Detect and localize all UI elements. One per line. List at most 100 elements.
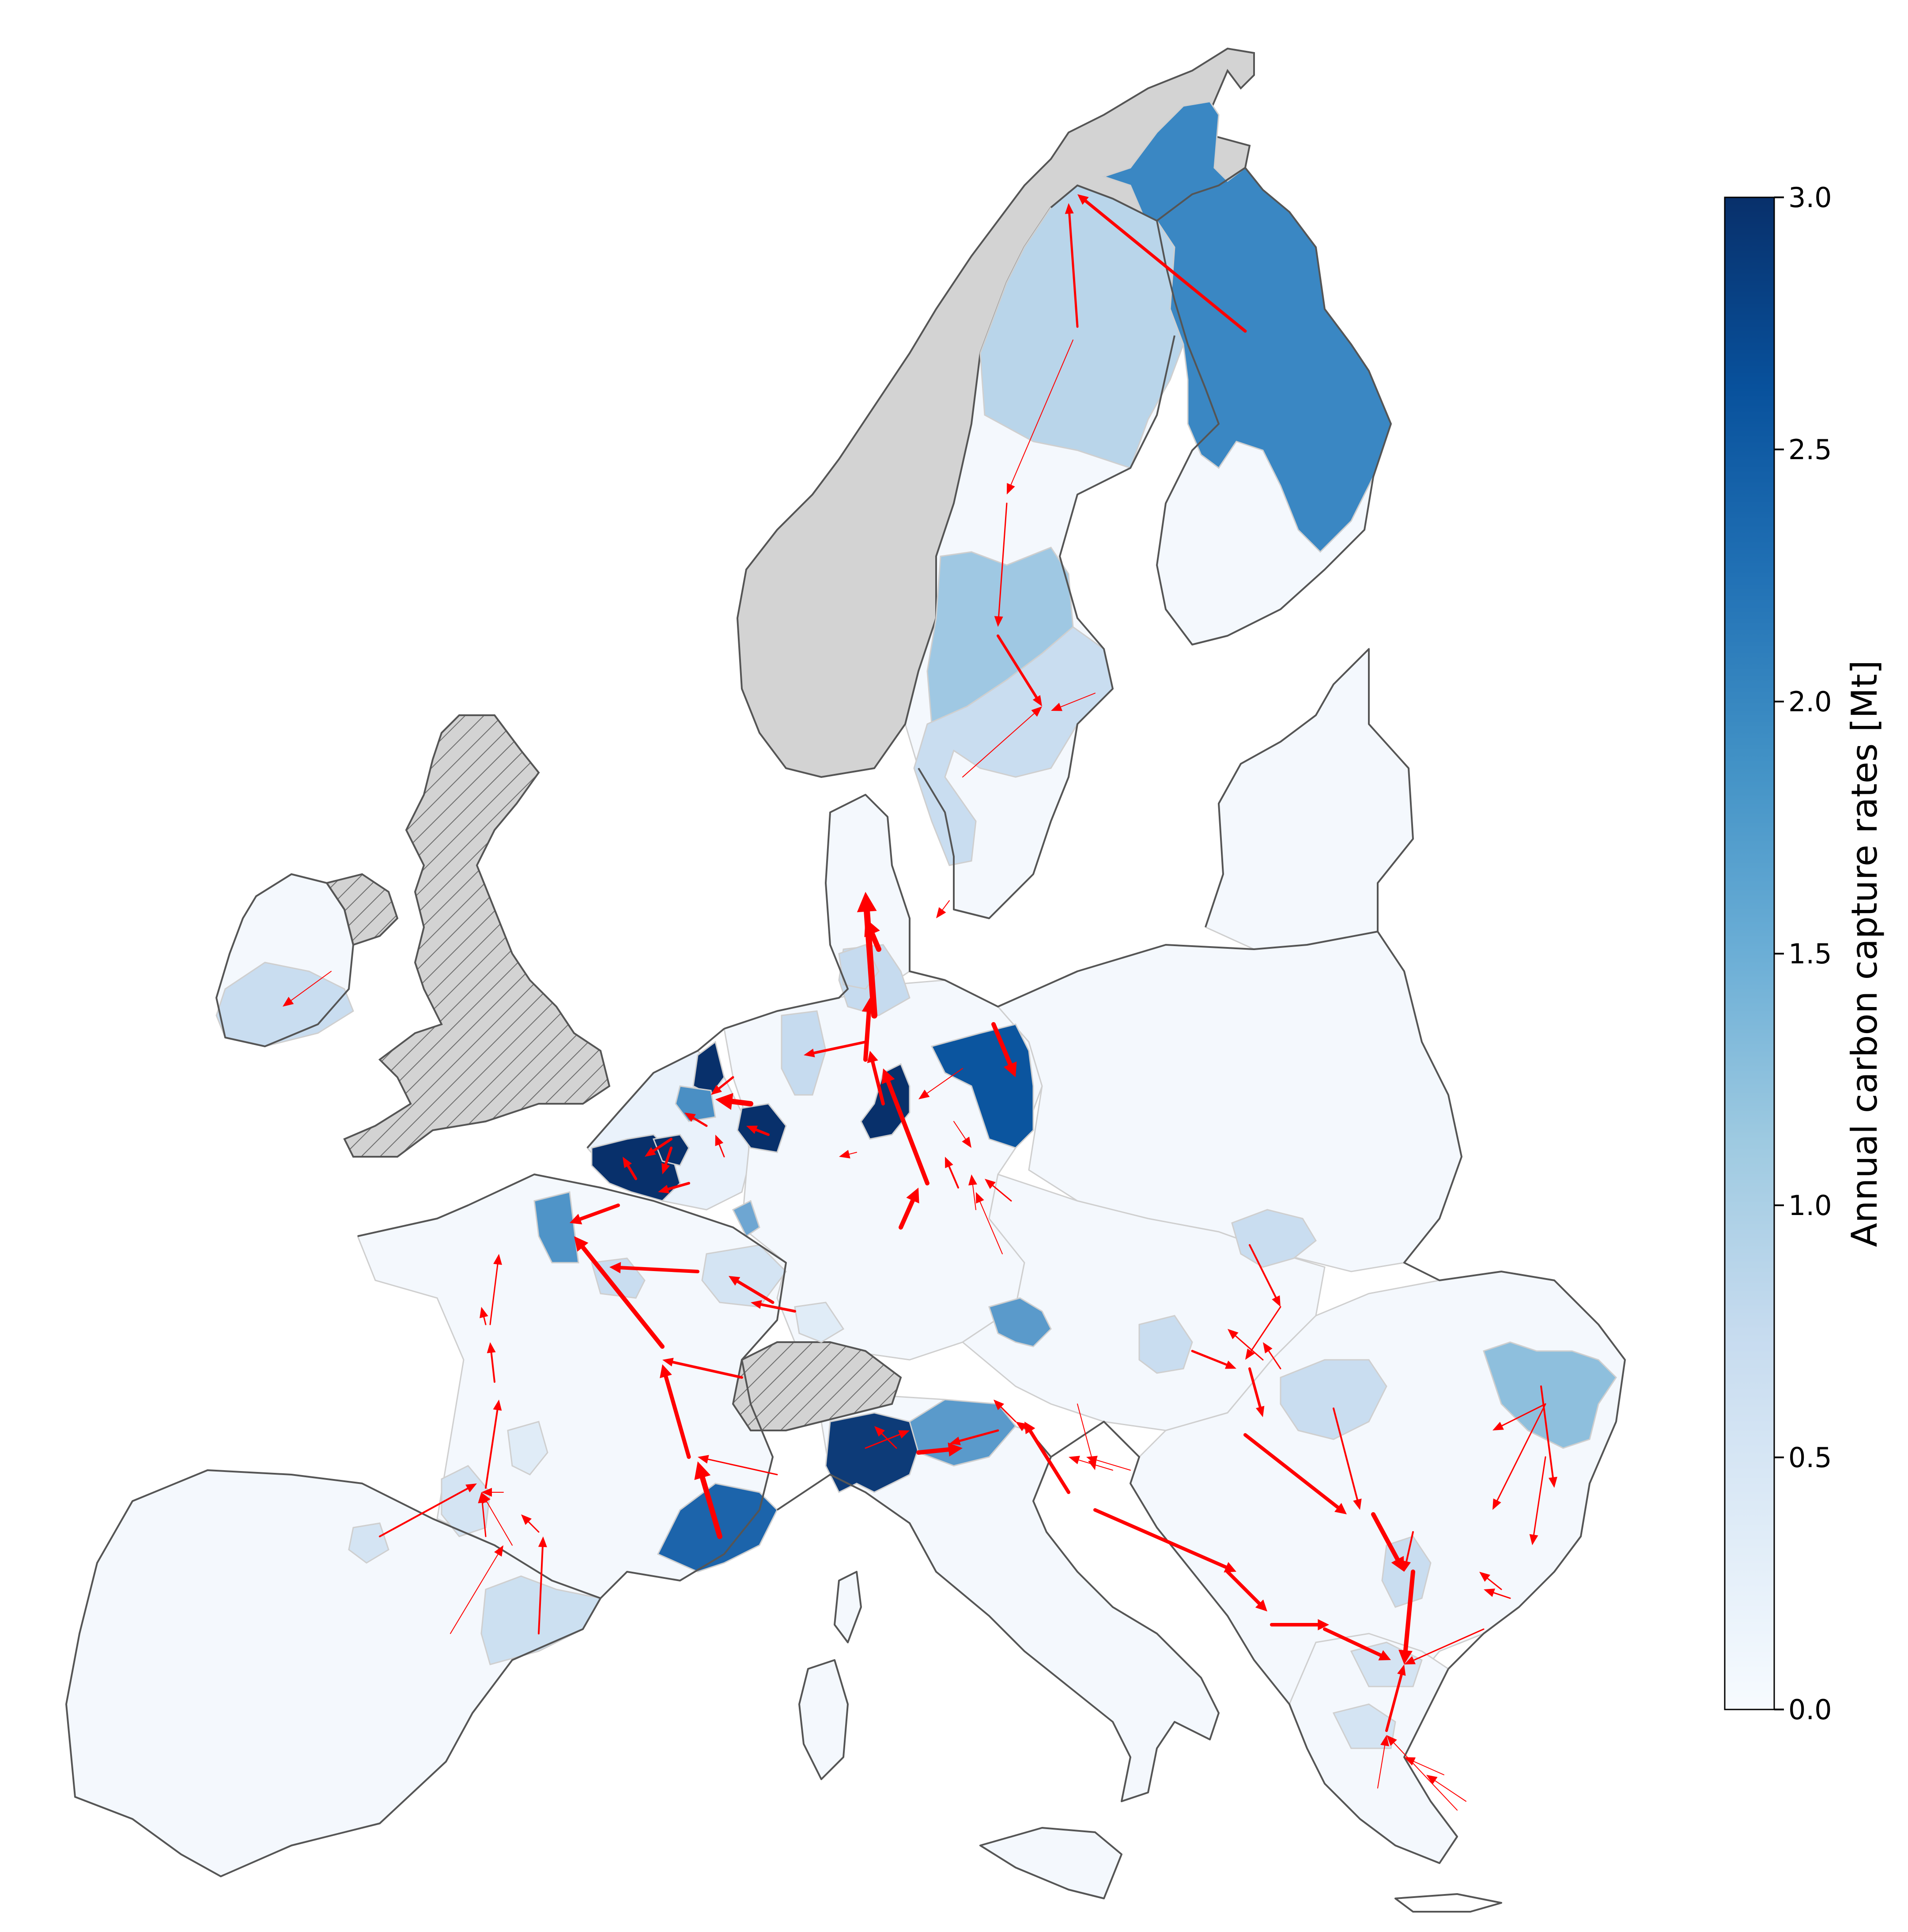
flow-arrow-shaft: [718, 1143, 725, 1158]
flow-arrow-head: [465, 1483, 477, 1493]
flow-arrow-shaft: [1501, 1403, 1546, 1426]
flow-arrow-shaft: [812, 1041, 867, 1054]
flow-arrow-shaft: [1268, 1350, 1281, 1370]
flow-arrow-head: [994, 1400, 1005, 1411]
flow-arrow-head: [945, 1157, 953, 1168]
flow-arrow-shaft: [1093, 1508, 1228, 1569]
flow-arrow-shaft: [948, 1166, 959, 1189]
coastline-north-sea: [724, 794, 1378, 1030]
flow-arrow-head: [711, 1085, 722, 1095]
flow-arrow-head: [1224, 1562, 1236, 1573]
flow-arrow-head: [729, 1276, 741, 1286]
flow-arrow-shaft: [718, 1076, 734, 1090]
flow-arrow-shaft: [759, 1303, 796, 1313]
flow-arrow-head: [1548, 1476, 1557, 1488]
flow-arrow-shaft: [483, 1316, 487, 1325]
flow-arrow-shaft: [849, 1152, 857, 1155]
flow-arrow-shaft: [962, 713, 1035, 777]
flow-arrow-shaft: [1377, 1745, 1386, 1789]
flow-arrow-shaft: [942, 900, 950, 910]
flow-arrow-shaft: [1077, 1404, 1093, 1460]
region-aquitaine: [441, 1465, 491, 1537]
flow-arrow-shaft: [671, 1361, 743, 1379]
region-zuid-holland: [675, 1085, 716, 1122]
flow-arrow-head: [574, 1236, 589, 1252]
flow-arrow-head: [1378, 1650, 1391, 1660]
flow-arrow-head: [1031, 706, 1042, 717]
flow-arrow-head: [962, 1136, 971, 1148]
flow-arrow-head: [881, 1068, 895, 1084]
coastline-corsica: [834, 1571, 862, 1643]
flow-arrow-shaft: [619, 1266, 699, 1273]
flow-arrow-head: [660, 1364, 672, 1378]
flow-arrow-head: [968, 1174, 977, 1186]
flow-arrow-head: [494, 1545, 503, 1557]
flow-arrow-shaft: [1191, 1350, 1228, 1366]
flow-arrow-shaft: [692, 1117, 708, 1127]
flow-arrow-head: [493, 1400, 502, 1411]
flow-arrow-head: [751, 1300, 762, 1309]
colorbar: 0.0 0.5 1.0 1.5 2.0 2.5 3.0 Annual carbo…: [1724, 181, 1885, 1726]
flow-arrow-shaft: [1249, 1244, 1277, 1298]
flow-arrow-shaft: [489, 1264, 499, 1325]
flow-arrow-head: [1245, 1348, 1255, 1360]
region-central: [961, 1174, 1326, 1431]
flow-arrow-head: [1228, 1329, 1239, 1340]
flow-arrow-shaft: [886, 1079, 929, 1185]
flow-arrow-head: [864, 918, 880, 937]
flow-arrow-shaft: [881, 1433, 897, 1449]
flow-arrow-head: [481, 1492, 491, 1504]
flow-arrow-head: [1479, 1572, 1490, 1582]
colorbar-tick-label: 0.5: [1788, 1441, 1832, 1474]
region-lombardia: [825, 1412, 919, 1494]
flow-arrow-head: [1077, 194, 1089, 205]
flow-arrow-head: [715, 1093, 733, 1110]
flow-arrow-shaft: [1096, 1459, 1131, 1471]
flow-arrow-shaft: [736, 1279, 775, 1304]
coastline-france: [357, 1174, 787, 1599]
flow-arrow-head: [1492, 1498, 1501, 1510]
flow-arrow-shaft: [1028, 1429, 1070, 1494]
coastline-sardinia: [798, 1659, 849, 1780]
flow-arrow-shaft: [1405, 1531, 1414, 1562]
flow-arrow-head: [1255, 1599, 1267, 1611]
flow-arrow-shaft: [958, 1429, 999, 1442]
non-eu-countries: [325, 47, 1255, 1431]
flow-arrow-head: [1272, 1295, 1281, 1307]
colorbar-tick-label: 1.0: [1788, 1189, 1832, 1222]
flow-arrow-shaft: [1393, 1742, 1458, 1811]
flow-arrow-shaft: [1496, 1403, 1546, 1502]
flow-arrow-head: [874, 1426, 885, 1437]
flow-arrow-head: [645, 1147, 656, 1157]
colorbar-bar: [1724, 196, 1775, 1710]
flow-arrow-shaft: [481, 1502, 487, 1537]
flow-arrow-shaft: [1413, 1761, 1444, 1775]
flow-arrow-head: [1032, 695, 1042, 706]
flow-arrow-head: [609, 1262, 621, 1274]
region-liege: [732, 1200, 760, 1238]
flow-arrow-shaft: [972, 1184, 976, 1210]
region-oberosterreich: [988, 1297, 1052, 1347]
flow-arrow-shaft: [1333, 1407, 1358, 1501]
flow-arrow-head: [906, 1188, 919, 1204]
flow-arrow-shaft: [865, 1434, 901, 1449]
flow-arrow-head: [898, 1430, 910, 1439]
flow-arrow-head: [661, 1163, 670, 1174]
flow-arrow-head: [1065, 203, 1074, 214]
flow-arrow-shaft: [1323, 1627, 1383, 1657]
flow-arrow-shaft: [1243, 1433, 1340, 1509]
flow-arrow-head: [1484, 1589, 1495, 1597]
flow-arrow-head: [698, 1455, 709, 1464]
region-sicily: [979, 1827, 1122, 1899]
flow-arrow-shaft: [1250, 1306, 1281, 1352]
flow-arrow-head: [857, 892, 877, 913]
flow-arrow-head: [985, 1179, 996, 1189]
flow-arrow-head: [1529, 1534, 1538, 1545]
coastline-benelux: [586, 1028, 725, 1149]
flow-arrow-head: [1024, 1422, 1035, 1434]
flow-arrow-shaft: [729, 1098, 753, 1106]
region-ostra-mellansverige: [913, 626, 1114, 866]
coastline-italy: [776, 1430, 1220, 1802]
colorbar-tick-label: 3.0: [1788, 181, 1832, 214]
flow-arrow-head: [1492, 1422, 1504, 1430]
